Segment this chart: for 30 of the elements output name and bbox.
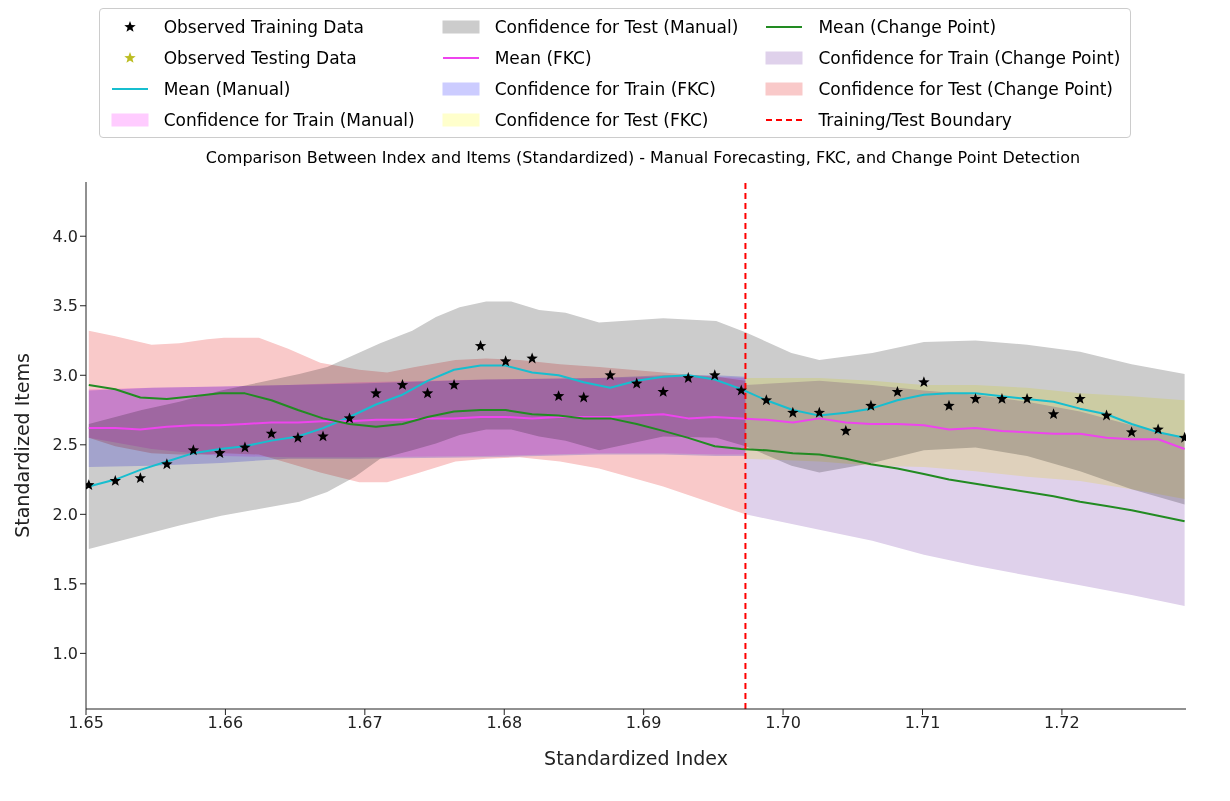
y-tick-label: 1.5 xyxy=(52,574,78,594)
y-axis-title: Standardized Items xyxy=(10,353,33,538)
y-tick-label: 3.5 xyxy=(52,296,78,316)
y-tick-label: 3.0 xyxy=(52,365,78,385)
legend-label: Training/Test Boundary xyxy=(818,109,1012,130)
y-tick-label: 2.5 xyxy=(52,435,78,455)
legend-label: Observed Testing Data xyxy=(163,47,357,68)
x-tick-label: 1.67 xyxy=(347,713,383,733)
x-axis-title: Standardized Index xyxy=(544,747,728,769)
legend-label: Confidence for Test (Change Point) xyxy=(818,78,1113,99)
x-tick-label: 1.68 xyxy=(486,713,523,733)
legend-label: Confidence for Test (FKC) xyxy=(494,109,709,130)
x-tick-label: 1.72 xyxy=(1044,713,1080,733)
chart-title: Comparison Between Index and Items (Standardized) - Manual Forecasting, FKC, and Change Point Detection xyxy=(204,148,1082,169)
x-tick-label: 1.69 xyxy=(625,713,662,733)
legend-label: Confidence for Train (Change Point) xyxy=(818,47,1121,68)
legend-label: Confidence for Train (Manual) xyxy=(163,109,415,130)
legend-label: Confidence for Test (Manual) xyxy=(494,16,739,37)
y-tick-label: 4.0 xyxy=(52,226,78,246)
x-tick-label: 1.66 xyxy=(207,713,244,733)
legend-label: Confidence for Train (FKC) xyxy=(494,78,716,99)
x-tick-label: 1.71 xyxy=(904,713,941,733)
x-tick-label: 1.65 xyxy=(68,713,104,733)
legend-label: Observed Training Data xyxy=(163,16,364,37)
y-tick-label: 1.0 xyxy=(52,644,78,664)
legend-label: Mean (Change Point) xyxy=(818,16,997,37)
legend-label: Mean (Manual) xyxy=(163,78,291,99)
y-tick-label: 2.0 xyxy=(52,505,78,525)
x-tick-label: 1.70 xyxy=(765,713,801,733)
legend-label: Mean (FKC) xyxy=(494,47,592,68)
